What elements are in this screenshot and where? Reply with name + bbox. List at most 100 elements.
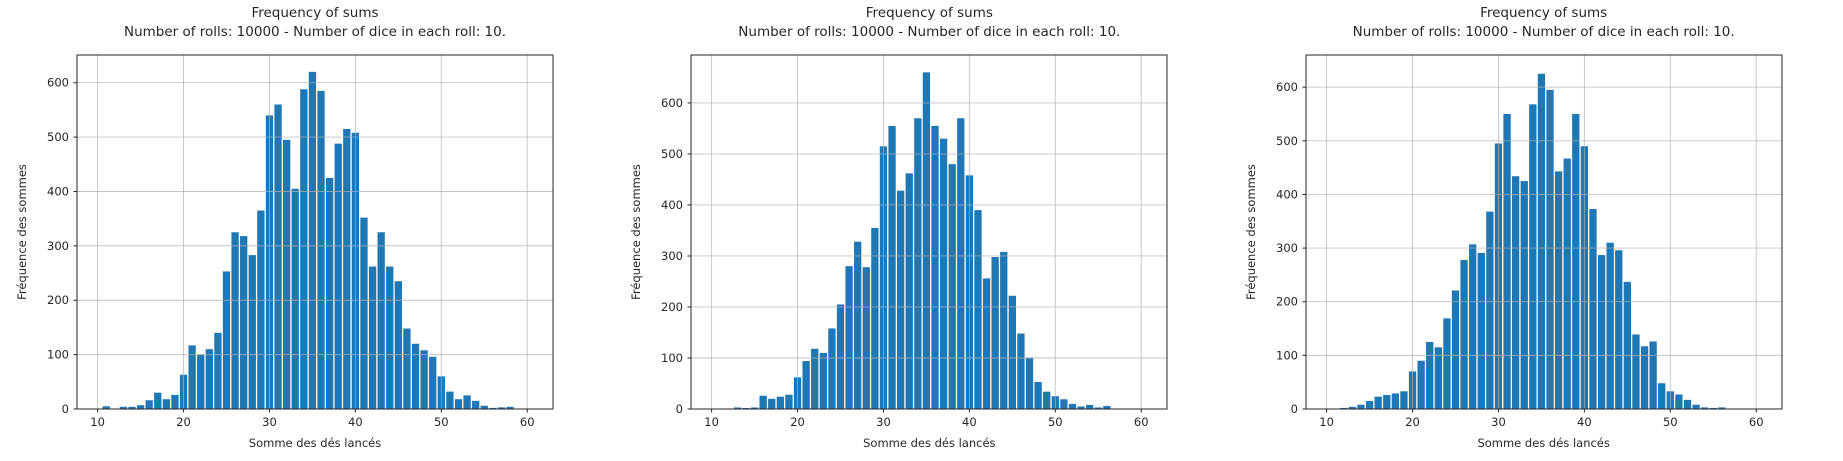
histogram-bar: [446, 391, 454, 409]
histogram-bar: [1399, 391, 1408, 409]
histogram-bar: [1606, 242, 1614, 409]
chart-subtitle: Number of rolls: 10000 - Number of dice …: [738, 24, 1121, 40]
histogram-bar: [734, 407, 742, 409]
histogram-bar: [136, 405, 145, 409]
histogram-bar: [1451, 290, 1459, 409]
histogram-bar: [386, 266, 394, 409]
y-tick-label: 0: [676, 402, 683, 416]
x-tick-label: 50: [434, 415, 449, 429]
histogram-bar: [463, 395, 471, 409]
histogram-bar: [343, 128, 351, 409]
histogram-bar: [188, 345, 196, 409]
chart-header: Frequency of sums Number of rolls: 10000…: [77, 4, 553, 42]
histogram-bar: [154, 392, 162, 409]
histogram-bar: [1546, 89, 1554, 410]
y-tick-label: 600: [47, 76, 69, 90]
histogram-bar: [1094, 407, 1103, 409]
histogram-bar: [1356, 404, 1365, 409]
histogram-bar: [205, 349, 213, 409]
y-axis-label: Fréquence des sommes: [629, 164, 644, 300]
histogram-bar: [802, 361, 811, 409]
y-tick-label: 200: [1276, 295, 1298, 309]
histogram-bar: [1520, 181, 1528, 409]
histogram-bar: [905, 173, 914, 409]
histogram-bar: [222, 271, 231, 409]
histogram-bar: [368, 266, 377, 409]
histogram-bar: [454, 399, 463, 409]
y-tick-label: 300: [1276, 241, 1298, 255]
histogram-bar: [819, 352, 828, 409]
histogram-bar: [308, 71, 317, 410]
histogram-bar: [897, 190, 905, 409]
y-tick-label: 100: [1276, 348, 1298, 362]
histogram-bar: [742, 407, 750, 409]
histogram-bar: [1000, 251, 1008, 409]
histogram-bar: [991, 256, 1000, 409]
histogram-bar: [1103, 405, 1111, 409]
histogram-bar: [1442, 318, 1451, 409]
x-tick-label: 10: [90, 415, 105, 429]
histogram-bar: [1485, 211, 1494, 409]
histogram-bar: [102, 406, 110, 409]
histogram-bar: [1348, 406, 1356, 409]
histogram-bar: [1026, 357, 1034, 409]
chart-title: Frequency of sums: [251, 5, 379, 21]
histogram-bar: [1009, 295, 1017, 409]
histogram-bar: [1017, 333, 1025, 409]
histogram-bar: [1069, 403, 1077, 409]
histogram-bar: [1468, 244, 1476, 409]
histogram-bar: [1692, 404, 1700, 409]
y-tick-label: 100: [47, 348, 69, 362]
x-tick-label: 40: [348, 415, 363, 429]
x-tick-label: 60: [1749, 415, 1764, 429]
chart-subtitle: Number of rolls: 10000 - Number of dice …: [1352, 24, 1735, 40]
histogram-bar: [828, 328, 836, 409]
y-tick-label: 600: [661, 96, 683, 110]
chart-subtitle: Number of rolls: 10000 - Number of dice …: [123, 24, 507, 40]
histogram-bar: [377, 232, 385, 409]
histogram-bar: [489, 407, 497, 409]
histogram-bar: [394, 281, 402, 409]
histogram-bar: [983, 278, 991, 409]
histogram-bar: [472, 400, 480, 409]
histogram-bar: [1503, 114, 1511, 409]
histogram-bar: [1640, 346, 1648, 409]
histogram-bar: [1391, 393, 1399, 409]
x-tick-label: 40: [1577, 415, 1592, 429]
y-tick-label: 0: [1290, 402, 1297, 416]
x-tick-label: 50: [1663, 415, 1678, 429]
x-axis-label: Somme des dés lancés: [1477, 436, 1610, 450]
histogram-bar: [1709, 407, 1717, 409]
histogram-bar: [871, 227, 879, 409]
histogram-bar: [1571, 114, 1580, 409]
y-axis-label: Fréquence des sommes: [15, 164, 29, 300]
histogram-bar: [1460, 259, 1468, 409]
histogram-bar: [1563, 158, 1571, 409]
x-tick-label: 50: [1048, 415, 1063, 429]
x-tick-label: 20: [791, 415, 806, 429]
x-tick-label: 30: [876, 415, 891, 429]
histogram-bar: [506, 406, 514, 409]
chart-title: Frequency of sums: [1480, 5, 1608, 21]
histogram-bar: [1717, 407, 1726, 409]
histogram-bar: [128, 406, 136, 409]
histogram-bar: [777, 396, 785, 409]
y-tick-label: 500: [1276, 134, 1298, 148]
x-tick-label: 30: [1491, 415, 1506, 429]
histogram-bar: [1597, 255, 1605, 409]
y-tick-label: 200: [47, 293, 69, 307]
histogram-bar: [429, 356, 437, 409]
histogram-bar: [317, 90, 325, 409]
histogram-bar: [1528, 104, 1537, 409]
histogram-bar: [282, 139, 291, 409]
x-tick-label: 10: [1319, 415, 1334, 429]
histogram-bar: [914, 118, 922, 409]
histogram-bar: [360, 217, 368, 409]
plot-frame: [76, 54, 554, 410]
histogram-bar: [931, 125, 939, 410]
histogram-bar: [768, 398, 776, 409]
histogram-bar: [197, 354, 205, 409]
histogram-bar: [862, 267, 871, 409]
histogram-bar: [888, 125, 897, 410]
histogram-bar: [940, 138, 948, 409]
